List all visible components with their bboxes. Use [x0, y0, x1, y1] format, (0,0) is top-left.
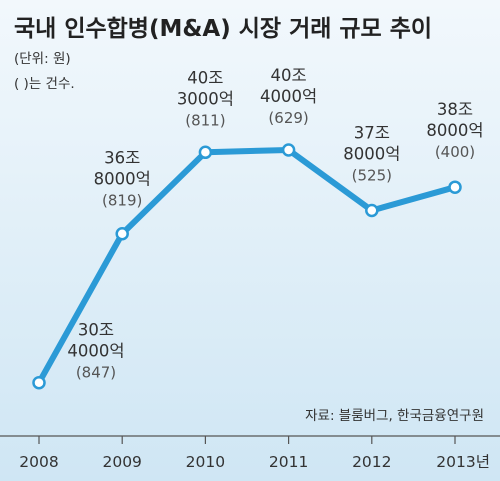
chart-source: 자료: 블룸버그, 한국금융연구원	[305, 408, 484, 424]
data-label-amount-2012: 37조	[354, 123, 390, 142]
data-label-amount-sub-2013: 8000억	[426, 121, 483, 140]
data-label-count-2011: (629)	[268, 109, 308, 127]
data-label-amount-sub-2008: 4000억	[67, 342, 124, 361]
data-label-amount-sub-2011: 4000억	[260, 87, 317, 106]
chart-marks: 30조 4000억 (847) 36조 8000억 (819) 40조 3000억 (811) 4…	[32, 66, 484, 390]
series-line	[36, 146, 458, 386]
x-axis: 2008 2009 2010 2011 2012 2013년	[0, 435, 500, 471]
data-point-2010	[198, 145, 213, 160]
chart-title: 국내 인수합병(M&A) 시장 거래 규모 추이	[14, 16, 432, 42]
data-label-count-2009: (819)	[102, 192, 142, 210]
data-label-amount-2011: 40조	[271, 66, 307, 85]
x-tick-label-2012: 2012	[352, 453, 391, 471]
data-label-count-2012: (525)	[352, 166, 392, 184]
data-point-2008	[32, 375, 46, 390]
data-label-amount-2010: 40조	[187, 68, 223, 87]
data-point-2009	[115, 226, 129, 241]
data-label-amount-2013: 38조	[437, 100, 473, 119]
data-label-amount-sub-2009: 8000억	[94, 170, 151, 189]
chart-unit-note: (단위: 원)	[14, 51, 71, 67]
data-point-2013	[448, 180, 462, 194]
data-label-amount-2009: 36조	[104, 149, 140, 168]
x-tick-label-2008: 2008	[19, 453, 58, 471]
data-label-count-2010: (811)	[185, 111, 225, 129]
x-tick-label-2011: 2011	[269, 453, 308, 471]
x-tick-label-2009: 2009	[102, 453, 141, 471]
data-label-amount-sub-2012: 8000억	[343, 144, 400, 163]
x-tick-label-2013: 2013년	[436, 453, 490, 471]
data-point-2011	[281, 143, 296, 157]
data-label-count-2013: (400)	[435, 143, 475, 161]
x-tick-label-2010: 2010	[186, 453, 225, 471]
data-label-amount-sub-2010: 3000억	[177, 89, 234, 108]
chart-count-note: ( )는 건수.	[14, 76, 75, 92]
data-label-amount-2008: 30조	[78, 321, 114, 340]
data-label-count-2008: (847)	[76, 364, 116, 382]
data-point-2012	[365, 203, 379, 218]
